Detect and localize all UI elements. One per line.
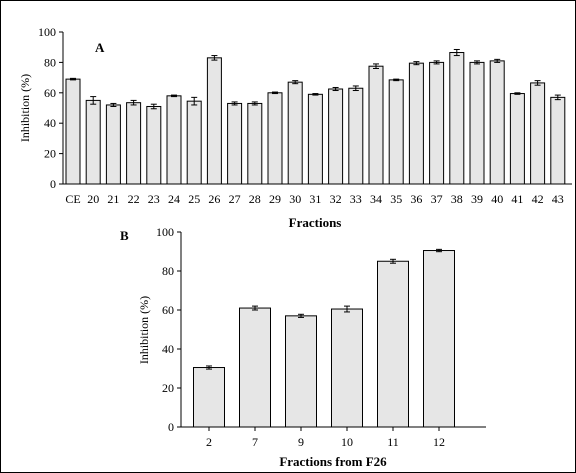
panel-b-x-tick-label: 10 <box>341 435 353 449</box>
panel-a-x-tick-label: 31 <box>309 192 321 206</box>
panel-a-y-tick-label: 100 <box>38 25 56 39</box>
panel-b-x-tick-label: 9 <box>298 435 304 449</box>
panel-b-x-tick-label: 11 <box>387 435 399 449</box>
panel-a-bar <box>388 79 404 185</box>
panel-a: A Inhibition (%) Fractions 0 20 40 60 80 100 C… <box>18 25 572 230</box>
panel-a-bar <box>408 62 424 185</box>
panel-b-bar <box>423 250 455 428</box>
panel-a-bar <box>328 88 344 185</box>
panel-a-x-tick-label: 43 <box>552 192 564 206</box>
panel-a-x-tick-label: CE <box>65 192 80 206</box>
panel-a-bar <box>287 81 303 185</box>
panel-a-x-tick-label: 20 <box>87 192 99 206</box>
panel-a-x-tick-label: 34 <box>370 192 382 206</box>
panel-b-x-tick-label: 2 <box>206 435 212 449</box>
panel-a-x-tick-label: 42 <box>532 192 544 206</box>
panel-a-bar <box>530 82 546 185</box>
panel-b-x-tick-label: 7 <box>252 435 258 449</box>
panel-a-bar <box>550 96 566 185</box>
panel-a-x-tick-label: 29 <box>269 192 281 206</box>
panel-a-y-tick-label: 20 <box>44 147 56 161</box>
panel-a-y-tick-label: 60 <box>44 86 56 100</box>
panel-b-y-axis-title: Inhibition (%) <box>137 296 151 364</box>
panel-a-y-tick-label: 0 <box>50 177 56 191</box>
panel-a-bar <box>166 95 182 185</box>
panel-a-x-tick-label: 22 <box>128 192 140 206</box>
panel-b-bar <box>239 307 271 428</box>
panel-a-x-tick-label: 40 <box>491 192 503 206</box>
panel-b-y-tick-label: 40 <box>162 342 174 356</box>
panel-b-bar <box>285 315 317 428</box>
panel-a-bar <box>348 87 364 185</box>
panel-a-bar <box>429 61 445 185</box>
panel-a-bar <box>267 92 283 185</box>
panel-a-x-tick-label: 37 <box>431 192 443 206</box>
panel-a-x-tick-label: 24 <box>168 192 180 206</box>
panel-a-x-tick-label: 27 <box>229 192 241 206</box>
panel-a-x-tick-label: 32 <box>330 192 342 206</box>
panel-a-x-tick-label: 38 <box>451 192 463 206</box>
panel-a-x-tick-label: 36 <box>410 192 422 206</box>
panel-a-bar <box>105 104 121 185</box>
panel-a-x-tick-label: 23 <box>148 192 160 206</box>
panel-a-y-tick-label: 80 <box>44 55 56 69</box>
panel-b-bar <box>193 367 225 428</box>
panel-a-x-tick-label: 39 <box>471 192 483 206</box>
panel-b-y-tick-label: 60 <box>162 303 174 317</box>
panel-a-x-tick-label: 28 <box>249 192 261 206</box>
panel-a-x-axis-title: Fractions <box>289 215 342 230</box>
panel-a-x-tick-label: 25 <box>188 192 200 206</box>
panel-a-x-tick-label: 33 <box>350 192 362 206</box>
panel-a-y-axis-title: Inhibition (%) <box>18 74 32 142</box>
panel-b: B Inhibition (%) Fractions from F26 0 20 4… <box>120 225 486 469</box>
panel-a-label: A <box>95 40 105 55</box>
panel-b-x-axis-title: Fractions from F26 <box>279 454 387 469</box>
panel-b-y-tick-label: 100 <box>156 225 174 239</box>
panel-a-bar <box>227 102 243 185</box>
panel-a-bar <box>489 60 505 185</box>
panel-a-bar <box>469 61 485 185</box>
panel-a-bar <box>368 65 384 185</box>
panel-a-bar <box>206 57 222 185</box>
panel-a-bar <box>247 102 263 185</box>
panel-a-bar <box>307 93 323 185</box>
panel-b-bar <box>331 308 363 428</box>
panel-b-y-tick-label: 0 <box>168 420 174 434</box>
panel-a-bar <box>85 99 101 185</box>
panel-b-x-tick-label: 12 <box>433 435 445 449</box>
panel-a-x-tick-label: 30 <box>289 192 301 206</box>
panel-a-y-tick-label: 40 <box>44 116 56 130</box>
panel-a-x-tick-label: 26 <box>208 192 220 206</box>
panel-a-x-tick-label: 21 <box>107 192 119 206</box>
panel-a-bar <box>146 105 162 185</box>
panel-a-x-tick-label: 35 <box>390 192 402 206</box>
panel-a-bar <box>126 102 142 185</box>
panel-a-bar <box>65 78 81 185</box>
panel-a-bar <box>449 52 465 185</box>
panel-a-x-tick-label: 41 <box>511 192 523 206</box>
panel-b-label: B <box>120 228 129 243</box>
panel-b-y-tick-label: 80 <box>162 264 174 278</box>
panel-b-y-tick-label: 20 <box>162 381 174 395</box>
panel-b-bar <box>377 260 409 428</box>
panel-a-bar <box>509 93 525 185</box>
panel-a-bar <box>186 100 202 185</box>
